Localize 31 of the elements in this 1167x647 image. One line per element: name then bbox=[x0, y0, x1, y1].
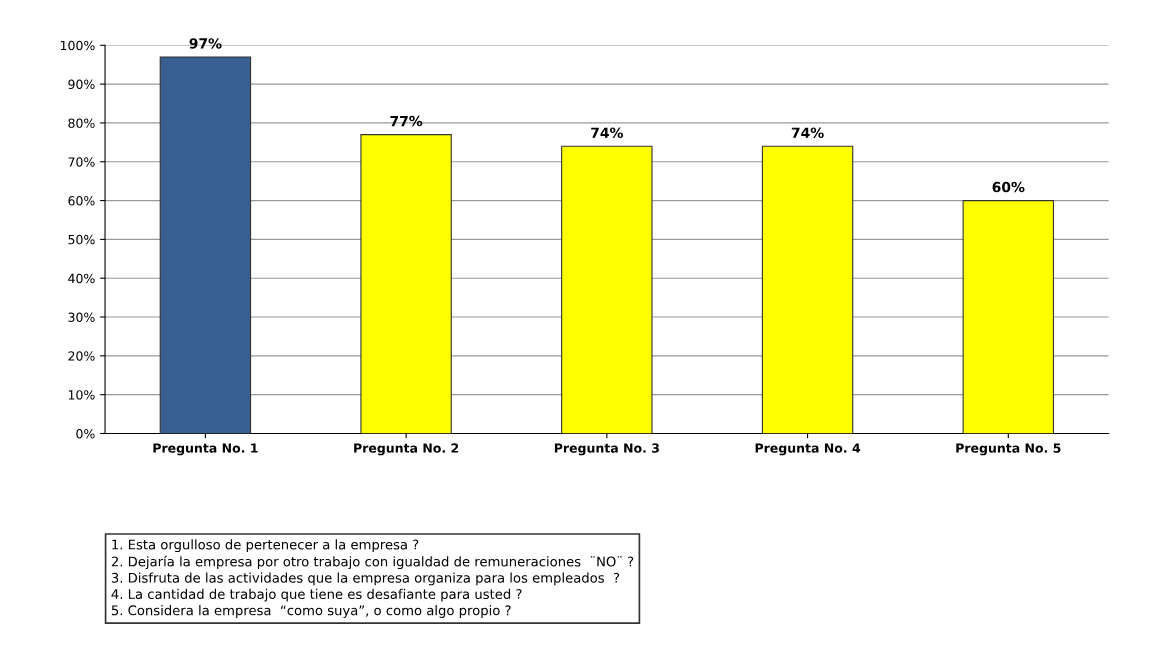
y-tick-label: 100% bbox=[60, 40, 95, 51]
bar bbox=[159, 56, 252, 434]
y-tick-label: 10% bbox=[68, 390, 95, 400]
text: 2. Dejaría la empresa por otro trabajo con igualdad de remuneraciones ¨NO¨ ? bbox=[111, 555, 634, 570]
data-label: 74% bbox=[791, 127, 824, 138]
x-tick-label: Pregunta No. 3 bbox=[554, 443, 659, 456]
text: 4. La cantidad de trabajo que tiene es desafiante para usted ? bbox=[111, 588, 522, 602]
data-label: 97% bbox=[189, 38, 222, 49]
bar bbox=[761, 145, 854, 434]
y-tick-label: 50% bbox=[68, 234, 95, 245]
x-tick-label: Pregunta No. 4 bbox=[755, 443, 861, 456]
x-tick-label: Pregunta No. 1 bbox=[153, 443, 258, 456]
y-tick-label: 70% bbox=[68, 157, 95, 167]
data-label: 77% bbox=[390, 115, 423, 127]
x-tick-label: Pregunta No. 5 bbox=[956, 443, 1061, 456]
text: 3. Disfruta de las actividades que la empresa organiza para los empleados ? bbox=[111, 572, 620, 586]
y-tick-label: 60% bbox=[68, 196, 95, 206]
y-tick-label: 30% bbox=[68, 312, 95, 322]
bar bbox=[360, 134, 452, 434]
bar bbox=[561, 145, 653, 434]
bar bbox=[962, 200, 1055, 434]
y-tick-label: 90% bbox=[68, 79, 95, 90]
x-tick-label: Pregunta No. 2 bbox=[354, 443, 459, 456]
y-tick-label: 20% bbox=[68, 351, 95, 361]
y-tick-label: 40% bbox=[68, 273, 95, 284]
y-tick-label: 80% bbox=[68, 118, 95, 128]
y-tick-label: 0% bbox=[76, 428, 95, 439]
text: 5. Considera la empresa “como suya”, o como algo propio ? bbox=[111, 605, 511, 618]
text: 1. Esta orgulloso de pertenecer a la empresa ? bbox=[112, 539, 419, 553]
data-label: 74% bbox=[591, 127, 624, 138]
data-label: 60% bbox=[992, 181, 1025, 193]
